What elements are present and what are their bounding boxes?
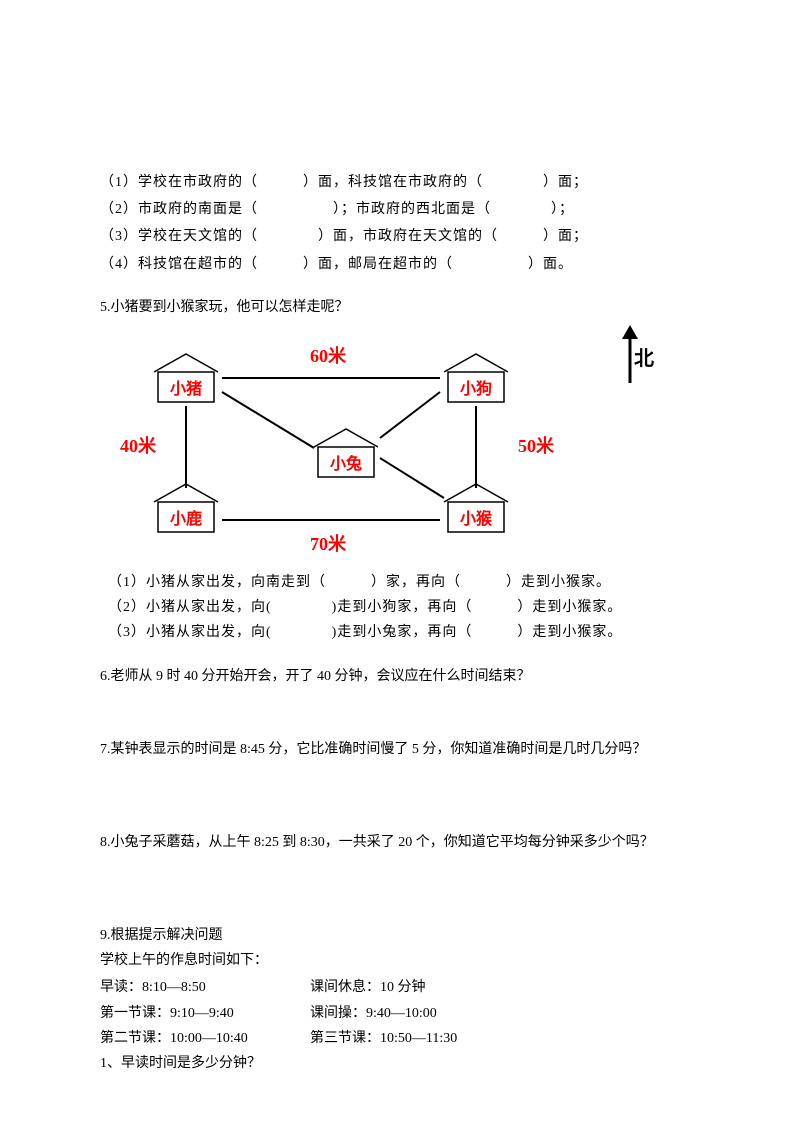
q5-diagram: 60米 40米 50米 70米 小猪 小狗 小兔 小鹿 小猴 北 bbox=[120, 330, 640, 560]
schedule-r1c2: 课间休息：10 分钟 bbox=[310, 975, 426, 1000]
q5-title: 5.小猪要到小猴家玩，他可以怎样走呢？ bbox=[100, 295, 700, 320]
schedule-r2c2: 课间操：9:40—10:00 bbox=[310, 1001, 437, 1026]
house-dog-label: 小狗 bbox=[440, 376, 512, 405]
schedule-r1c1: 早读：8:10—8:50 bbox=[100, 975, 310, 1000]
q8-text: 8.小兔子采蘑菇，从上午 8:25 到 8:30，一共采了 20 个，你知道它平… bbox=[100, 830, 700, 855]
house-rabbit: 小兔 bbox=[310, 425, 382, 481]
q4-item-3: （3）学校在天文馆的（ ）面，市政府在天文馆的（ ）面； bbox=[100, 224, 700, 249]
edge-label-dog-monkey: 50米 bbox=[518, 430, 554, 462]
house-dog: 小狗 bbox=[440, 350, 512, 406]
house-rabbit-label: 小兔 bbox=[310, 451, 382, 480]
q9-sub-1: 1、早读时间是多少分钟？ bbox=[100, 1051, 700, 1076]
q6-text: 6.老师从 9 时 40 分开始开会，开了 40 分钟，会议应在什么时间结束？ bbox=[100, 664, 700, 689]
schedule-r3c1: 第二节课：10:00—10:40 bbox=[100, 1026, 310, 1051]
house-pig-label: 小猪 bbox=[150, 376, 222, 405]
q9-schedule: 早读：8:10—8:50 课间休息：10 分钟 第一节课：9:10—9:40 课… bbox=[100, 975, 700, 1051]
edge-label-pig-deer: 40米 bbox=[120, 430, 156, 462]
q4-item-4: （4）科技馆在超市的（ ）面，邮局在超市的（ ）面。 bbox=[100, 252, 700, 277]
edge-label-pig-dog: 60米 bbox=[310, 340, 346, 372]
north-indicator: 北 bbox=[610, 325, 650, 385]
north-label: 北 bbox=[634, 341, 654, 377]
edge-label-deer-monkey: 70米 bbox=[310, 528, 346, 560]
q5-sub-1: （1）小猪从家出发，向南走到（ ）家，再向（ ）走到小猴家。 bbox=[108, 570, 700, 595]
house-deer-label: 小鹿 bbox=[150, 506, 222, 535]
q5-sub-3: （3）小猪从家出发，向( )走到小兔家，再向（ ）走到小猴家。 bbox=[108, 620, 700, 645]
house-pig: 小猪 bbox=[150, 350, 222, 406]
schedule-r3c2: 第三节课：10:50—11:30 bbox=[310, 1026, 457, 1051]
q5-sub-2: （2）小猪从家出发，向( )走到小狗家，再向（ ）走到小猴家。 bbox=[108, 595, 700, 620]
q7-text: 7.某钟表显示的时间是 8:45 分，它比准确时间慢了 5 分，你知道准确时间是… bbox=[100, 737, 700, 762]
house-deer: 小鹿 bbox=[150, 480, 222, 536]
house-monkey-label: 小猴 bbox=[440, 506, 512, 535]
q4-item-2: （2）市政府的南面是（ ）；市政府的西北面是（ ）； bbox=[100, 197, 700, 222]
q4-item-1: （1）学校在市政府的（ ）面，科技馆在市政府的（ ）面； bbox=[100, 170, 700, 195]
house-monkey: 小猴 bbox=[440, 480, 512, 536]
schedule-r2c1: 第一节课：9:10—9:40 bbox=[100, 1001, 310, 1026]
q9-intro: 学校上午的作息时间如下： bbox=[100, 948, 700, 973]
q9-title: 9.根据提示解决问题 bbox=[100, 923, 700, 948]
